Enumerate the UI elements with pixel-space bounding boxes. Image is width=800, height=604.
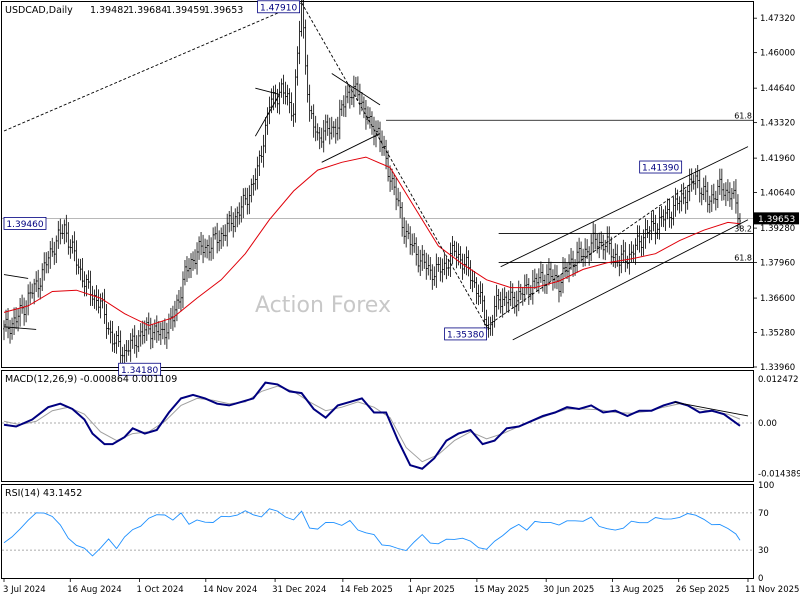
price-label-box	[444, 327, 488, 341]
trendline	[3, 326, 37, 330]
x-axis-label: 30 Jun 2025	[543, 585, 594, 595]
fib-level-label: 38.2	[734, 225, 752, 234]
chart-header-open: 1.39482	[90, 5, 129, 16]
trendline	[254, 94, 280, 137]
x-axis-label: 1 Oct 2024	[137, 585, 184, 595]
x-axis-label: 11 Nov 2025	[745, 585, 799, 595]
price-label-text: 1.39460	[6, 220, 43, 230]
macd-main-line	[3, 381, 741, 470]
rsi-axis-label: 0	[758, 574, 763, 584]
price-axis-label: 1.36600	[760, 294, 795, 304]
rsi-axis-label: 30	[758, 546, 769, 556]
trendline	[255, 87, 280, 95]
price-axis-label: 1.39280	[760, 224, 795, 234]
price-axis-label: 1.46000	[760, 49, 795, 59]
x-axis-label: 14 Feb 2025	[340, 585, 393, 595]
trendline	[3, 274, 29, 279]
rsi-axis-label: 100	[758, 481, 774, 491]
chart-header-high: 1.39684	[128, 5, 167, 16]
chart-header-symbol: USDCAD,Daily	[5, 5, 73, 16]
rsi-panel-label: RSI(14) 43.1452	[5, 488, 82, 499]
price-axis-label: 1.40640	[760, 189, 795, 199]
watermark-text: Action Forex	[255, 293, 391, 318]
rsi-panel-frame	[1, 484, 754, 579]
current-price-box	[754, 212, 799, 225]
x-axis-label: 31 Dec 2024	[272, 585, 326, 595]
trendline	[321, 133, 381, 163]
price-axis-label: 1.35280	[760, 329, 795, 339]
x-axis-label: 3 Jul 2024	[3, 585, 46, 595]
macd-axis-label: 0.00	[758, 419, 777, 429]
trendline	[512, 219, 749, 341]
fib-level-label: 61.8	[734, 254, 752, 263]
price-axis-label: 1.33960	[760, 363, 795, 373]
chart-header-low: 1.39459	[166, 5, 205, 16]
price-label-box	[3, 217, 47, 230]
price-axis-label: 1.44640	[760, 84, 795, 94]
trendline-dashed	[301, 2, 489, 331]
trendline	[331, 73, 381, 106]
price-axis-label: 1.43320	[760, 119, 795, 129]
rsi-line	[3, 508, 741, 557]
x-axis-label: 16 Aug 2024	[67, 585, 121, 595]
price-label-text: 1.47910	[260, 3, 297, 13]
trendline-dashed	[3, 2, 302, 132]
chart-header-close: 1.39653	[204, 5, 243, 16]
macd-axis-label: -0.014389	[758, 470, 800, 480]
moving-average-line	[3, 156, 741, 327]
price-axis-label: 1.41960	[760, 154, 795, 164]
price-label-box	[118, 362, 162, 376]
price-axis-label: 1.37960	[760, 259, 795, 269]
trendline	[500, 146, 749, 268]
price-label-box	[257, 0, 301, 14]
price-label-text: 1.41390	[642, 164, 679, 174]
price-label-text: 1.34180	[121, 366, 158, 376]
current-price-text: 1.39653	[758, 215, 795, 225]
x-axis-label: 26 Sep 2025	[676, 585, 730, 595]
x-axis-label: 15 May 2025	[474, 585, 529, 595]
price-label-text: 1.35380	[447, 330, 484, 340]
fib-level-label: 61.8	[734, 111, 752, 120]
x-axis-label: 13 Aug 2025	[609, 585, 663, 595]
macd-panel-frame	[1, 370, 754, 482]
rsi-axis-label: 70	[758, 509, 769, 519]
x-axis-label: 14 Nov 2024	[203, 585, 257, 595]
price-axis-label: 1.47320	[760, 14, 795, 24]
macd-axis-label: 0.012472	[758, 375, 799, 385]
price-label-box	[639, 160, 683, 174]
x-axis-label: 1 Apr 2025	[408, 585, 455, 595]
price-panel-frame	[1, 1, 754, 368]
macd-panel-label: MACD(12,26,9) -0.000864 0.001109	[5, 374, 177, 385]
macd-trendline	[673, 401, 749, 417]
